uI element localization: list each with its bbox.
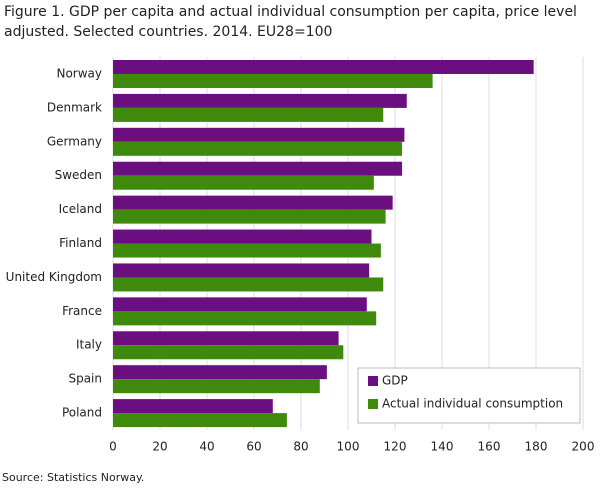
y-tick-label: Sweden <box>55 168 102 182</box>
x-tick-label: 80 <box>293 440 308 454</box>
x-tick-label: 0 <box>109 440 117 454</box>
y-tick-label: Germany <box>47 134 102 148</box>
bar <box>113 413 287 428</box>
bar <box>113 365 327 380</box>
bar <box>113 331 339 346</box>
x-tick-label: 40 <box>199 440 214 454</box>
x-tick-label: 120 <box>384 440 407 454</box>
legend-swatch <box>368 376 378 386</box>
y-tick-label: Finland <box>59 236 102 250</box>
y-tick-label: Iceland <box>59 202 102 216</box>
bar <box>113 277 384 292</box>
y-tick-label: Denmark <box>47 100 102 114</box>
x-tick-label: 180 <box>525 440 548 454</box>
bar <box>113 243 381 258</box>
chart-title: Figure 1. GDP per capita and actual indi… <box>4 4 577 40</box>
legend-label: Actual individual consumption <box>382 397 563 411</box>
bar <box>113 399 273 414</box>
bar <box>113 297 367 312</box>
bar <box>113 107 384 122</box>
bar <box>113 379 320 394</box>
y-tick-label: Norway <box>56 66 102 80</box>
legend-box <box>357 367 581 424</box>
x-tick-label: 200 <box>572 440 595 454</box>
y-tick-label: Poland <box>62 406 102 420</box>
bar <box>113 195 393 210</box>
y-tick-label: Spain <box>68 372 102 386</box>
bar <box>113 161 403 176</box>
bar <box>113 345 344 360</box>
y-tick-label: Italy <box>76 338 102 352</box>
bar <box>113 175 374 190</box>
y-tick-label: United Kingdom <box>6 270 102 284</box>
source: Source: Statistics Norway. <box>2 471 144 484</box>
bar <box>113 311 377 326</box>
legend-label: GDP <box>382 374 408 388</box>
bar <box>113 93 407 108</box>
x-tick-label: 160 <box>478 440 501 454</box>
bar <box>113 74 433 88</box>
bar <box>113 263 370 278</box>
bar <box>113 229 372 244</box>
y-tick-label: France <box>62 304 102 318</box>
x-tick-label: 140 <box>431 440 454 454</box>
bar <box>113 60 534 74</box>
bar <box>113 127 405 142</box>
x-tick-label: 100 <box>337 440 360 454</box>
x-tick-label: 60 <box>246 440 261 454</box>
legend-swatch <box>368 399 378 409</box>
x-tick-label: 20 <box>152 440 167 454</box>
bar <box>113 209 386 224</box>
bar <box>113 141 403 156</box>
